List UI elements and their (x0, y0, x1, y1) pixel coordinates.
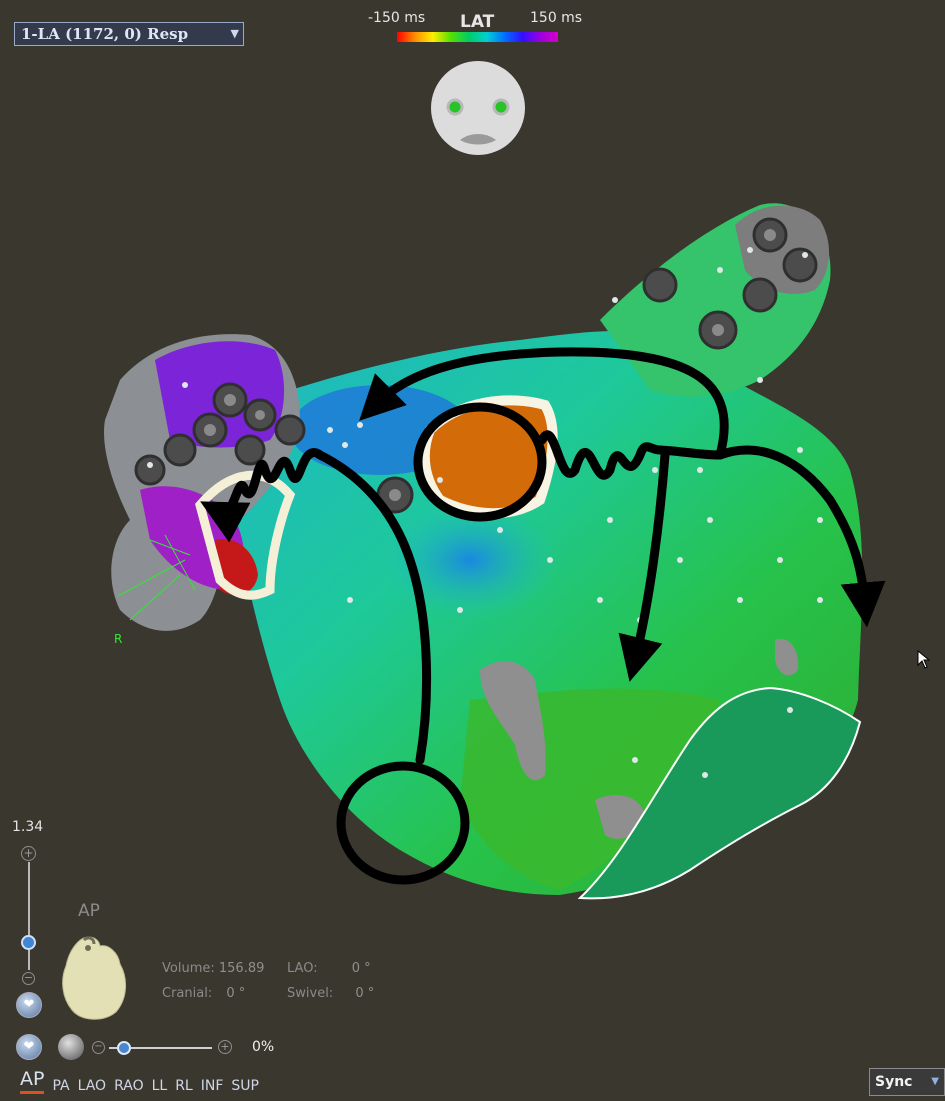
volume-value: 156.89 (218, 961, 265, 976)
reset-heart-view-button[interactable]: ❤ (16, 992, 42, 1018)
lao-value: 0 ° (351, 961, 371, 976)
map-selector-value: 1-LA (1172, 0) Resp (21, 25, 189, 43)
annotation-overlays (200, 347, 886, 885)
chevron-down-icon: ▼ (931, 1076, 939, 1087)
heart-orientation-icon[interactable] (58, 928, 130, 1024)
mitral-annulus-outline (577, 686, 862, 900)
blue-zone (380, 500, 560, 620)
view-rl-button[interactable]: RL (175, 1078, 193, 1094)
view-inf-button[interactable]: INF (200, 1078, 224, 1094)
chevron-down-icon: ▼ (230, 27, 239, 40)
map-selector[interactable]: 1-LA (1172, 0) Resp ▼ (14, 22, 244, 46)
sync-dropdown[interactable]: Sync ▼ (869, 1068, 945, 1096)
view-lao-button[interactable]: LAO (77, 1078, 107, 1094)
orange-region (419, 395, 558, 519)
colorbar-max-label: 150 ms (530, 10, 583, 26)
zoom-slider-thumb[interactable] (21, 935, 36, 950)
colorbar-min-label: -150 ms (368, 10, 426, 26)
heart-view-button[interactable]: ❤ (16, 1034, 42, 1060)
lat-colorbar (397, 32, 558, 42)
scar-patch-2 (595, 795, 645, 839)
opacity-slider-thumb[interactable] (117, 1041, 131, 1055)
sync-label: Sync (875, 1074, 913, 1090)
zoom-out-button[interactable]: − (22, 971, 35, 985)
right-marker-label: R (114, 632, 123, 646)
lao-label: LAO: (287, 961, 318, 976)
view-pa-button[interactable]: PA (52, 1078, 70, 1094)
view-ll-button[interactable]: LL (151, 1078, 168, 1094)
opacity-increase-button[interactable]: + (218, 1040, 232, 1054)
opacity-decrease-button[interactable]: − (92, 1041, 105, 1054)
lao-readout: LAO: 0 ° (287, 961, 371, 976)
zoom-slider-track[interactable] (28, 862, 30, 970)
white-border-left (195, 470, 296, 600)
view-presets: AP PA LAO RAO LL RL INF SUP (20, 1068, 259, 1094)
cranial-label: Cranial: (162, 986, 213, 1001)
transparency-sphere-icon[interactable] (58, 1034, 84, 1060)
mouse-cursor-icon (917, 650, 931, 669)
zoom-value: 1.34 (12, 819, 44, 835)
scar-patch-1 (480, 661, 546, 781)
view-ap-button[interactable]: AP (20, 1068, 45, 1094)
opacity-slider-track[interactable] (109, 1047, 212, 1049)
cranial-readout: Cranial: 0 ° (162, 986, 245, 1001)
view-sup-button[interactable]: SUP (231, 1078, 259, 1094)
volume-readout: Volume: 156.89 (162, 961, 264, 976)
swivel-readout: Swivel: 0 ° (287, 986, 374, 1001)
scar-patch-3 (775, 639, 799, 676)
catheter-lines (117, 534, 196, 621)
volume-label: Volume: (162, 961, 215, 976)
patient-face-icon (431, 61, 525, 155)
zoom-in-button[interactable]: + (21, 846, 36, 861)
swivel-value: 0 ° (355, 986, 375, 1001)
orientation-label: AP (78, 901, 100, 921)
mapping-points (147, 247, 823, 778)
view-rao-button[interactable]: RAO (114, 1078, 144, 1094)
cranial-value: 0 ° (226, 986, 246, 1001)
opacity-value: 0% (252, 1039, 275, 1055)
swivel-label: Swivel: (287, 986, 334, 1001)
colorbar-title: LAT (460, 12, 495, 32)
